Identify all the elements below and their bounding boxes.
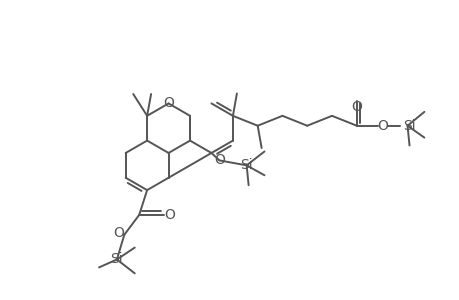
Text: O: O xyxy=(163,96,174,110)
Text: O: O xyxy=(351,100,361,114)
Text: O: O xyxy=(213,153,224,167)
Text: Si: Si xyxy=(240,158,252,172)
Text: O: O xyxy=(164,208,175,222)
Text: O: O xyxy=(113,226,123,240)
Text: O: O xyxy=(376,119,387,133)
Text: Si: Si xyxy=(110,253,123,266)
Text: Si: Si xyxy=(403,119,415,133)
